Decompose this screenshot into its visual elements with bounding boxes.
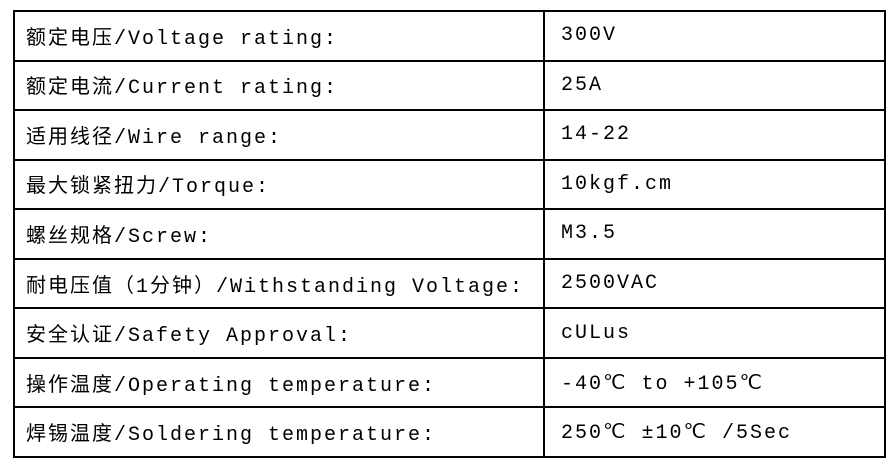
spec-value: 2500VAC xyxy=(543,257,886,310)
spec-value: 250℃ ±10℃ /5Sec xyxy=(543,406,886,458)
table-row: 操作温度/Operating temperature: -40℃ to +105… xyxy=(13,356,886,409)
spec-label: 额定电流/Current rating: xyxy=(13,59,545,112)
spec-value: 10kgf.cm xyxy=(543,158,886,211)
spec-value: -40℃ to +105℃ xyxy=(543,356,886,409)
spec-label: 耐电压值（1分钟）/Withstanding Voltage: xyxy=(13,257,545,310)
table-row: 最大锁紧扭力/Torque: 10kgf.cm xyxy=(13,158,886,211)
table-row: 额定电流/Current rating: 25A xyxy=(13,59,886,112)
spec-label: 额定电压/Voltage rating: xyxy=(13,10,545,62)
spec-value: 25A xyxy=(543,59,886,112)
table-row: 螺丝规格/Screw: M3.5 xyxy=(13,208,886,260)
spec-label: 适用线径/Wire range: xyxy=(13,109,545,161)
spec-table: 额定电压/Voltage rating: 300V 额定电流/Current r… xyxy=(13,10,886,458)
spec-value: 300V xyxy=(543,10,886,62)
spec-label: 最大锁紧扭力/Torque: xyxy=(13,158,545,211)
spec-value: M3.5 xyxy=(543,208,886,260)
table-row: 耐电压值（1分钟）/Withstanding Voltage: 2500VAC xyxy=(13,257,886,310)
spec-label: 安全认证/Safety Approval: xyxy=(13,307,545,359)
table-row: 额定电压/Voltage rating: 300V xyxy=(13,10,886,62)
table-row: 焊锡温度/Soldering temperature: 250℃ ±10℃ /5… xyxy=(13,406,886,458)
spec-label: 螺丝规格/Screw: xyxy=(13,208,545,260)
spec-label: 操作温度/Operating temperature: xyxy=(13,356,545,409)
spec-value: 14-22 xyxy=(543,109,886,161)
spec-value: cULus xyxy=(543,307,886,359)
spec-label: 焊锡温度/Soldering temperature: xyxy=(13,406,545,458)
table-row: 适用线径/Wire range: 14-22 xyxy=(13,109,886,161)
table-row: 安全认证/Safety Approval: cULus xyxy=(13,307,886,359)
